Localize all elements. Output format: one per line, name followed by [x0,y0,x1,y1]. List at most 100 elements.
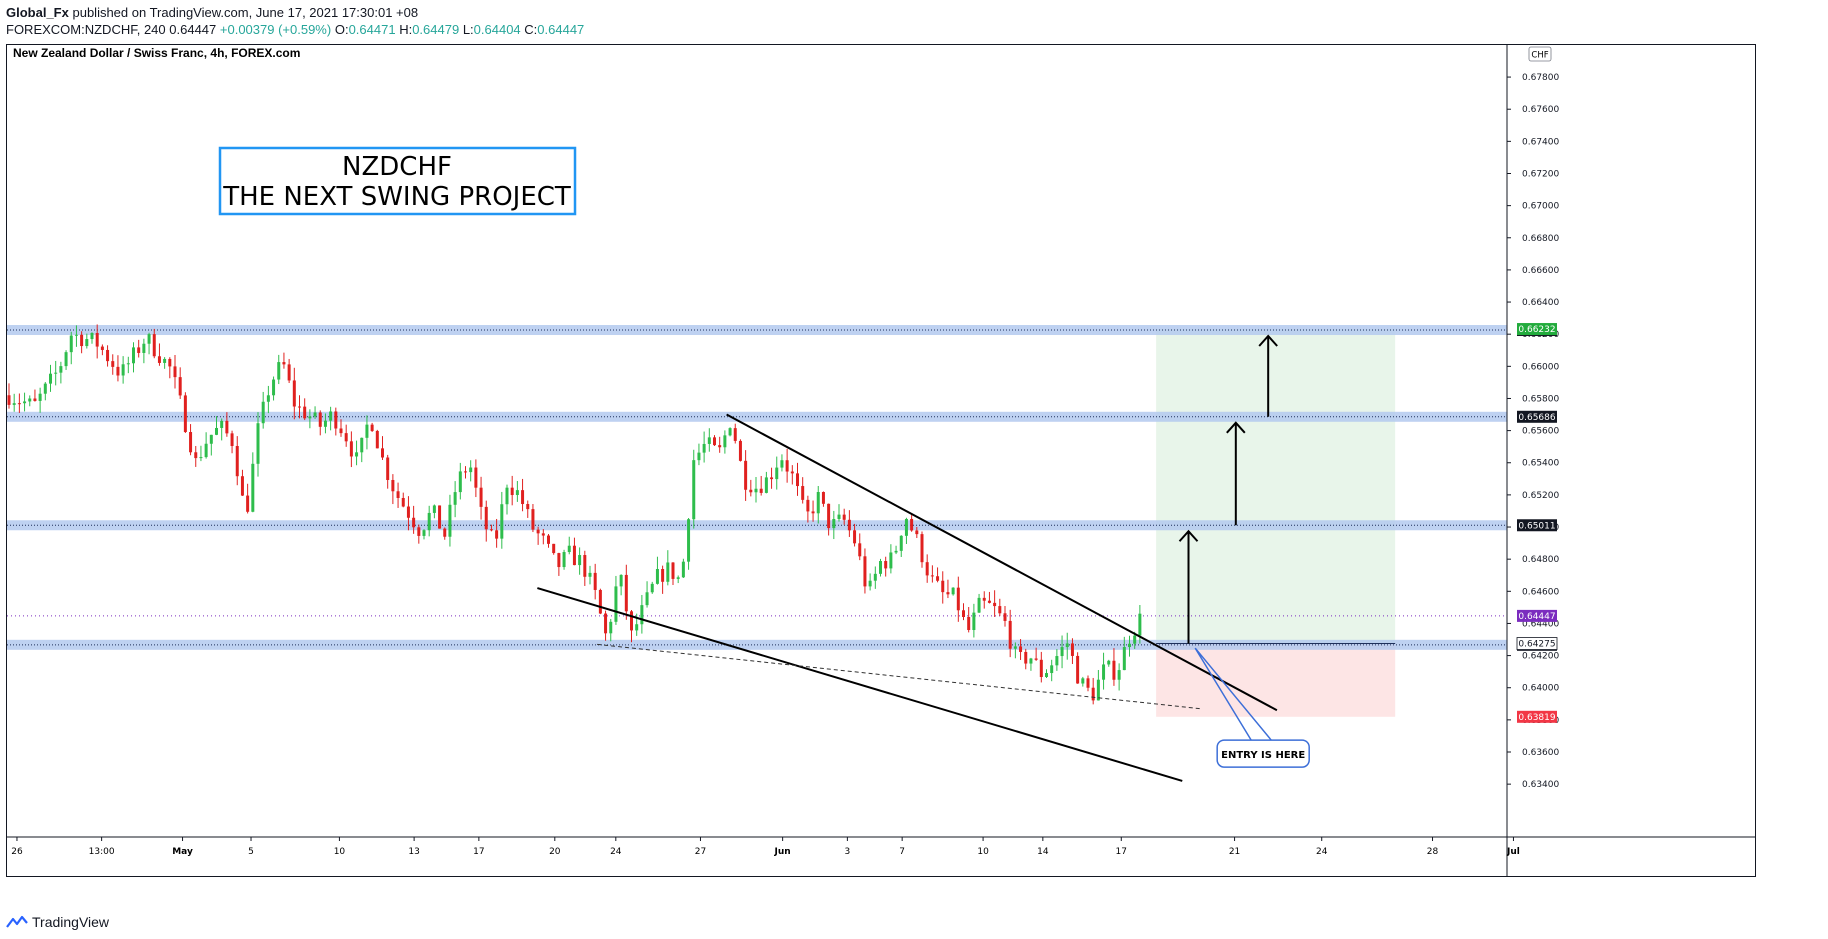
candle-body [1065,643,1069,648]
candle-body [178,377,182,396]
candle-body [432,505,436,513]
candle-body [692,460,696,520]
candle-body [49,373,52,384]
candle-body [412,517,416,528]
candle-body [194,452,198,459]
entry-callout: ENTRY IS HERE [1194,647,1310,768]
candle-body [609,621,613,634]
candle-body [453,492,457,505]
candle-body [832,519,836,529]
x-tick-label: Jun [774,847,791,857]
candle-body [401,497,405,507]
stop-zone [1156,643,1396,717]
candle-body [479,487,483,507]
candle-body [422,530,426,536]
candle-body [318,412,322,427]
candle-body [713,437,716,446]
y-tick-label: 0.67800 [1522,73,1559,83]
price-label-tag [1517,710,1557,723]
candle-body [697,452,701,461]
candle-body [521,490,525,505]
candle-body [7,395,11,405]
candle-body [74,334,78,336]
candle-body [69,335,73,353]
candle-body [941,580,945,593]
price-label-tag [1517,609,1557,622]
x-tick-label: 27 [695,847,706,857]
y-tick-label: 0.63600 [1522,748,1559,758]
candle-body [619,574,623,587]
author-name[interactable]: Global_Fx [6,5,69,20]
chart-title: New Zealand Dollar / Swiss Franc, 4h, FO… [13,46,300,60]
x-tick-label: 17 [473,847,484,857]
price-label-text: 0.65011 [1518,521,1555,531]
candle-body [1096,679,1100,701]
y-tick-label: 0.64200 [1522,652,1559,662]
y-tick-label: 0.63400 [1522,780,1559,790]
candle-body [770,477,774,480]
candle-body [661,568,665,582]
candle-body [287,364,291,381]
candle-body [1055,656,1059,666]
candle-body [925,562,929,576]
candle-body [43,383,47,394]
candle-body [894,550,898,553]
candle-body [334,411,338,429]
low-value: 0.64404 [473,22,521,37]
candle-body [790,471,794,474]
candle-body [370,424,374,431]
chart-frame[interactable]: NZDCHF THE NEXT SWING PROJECT ENTRY IS HER… [6,44,1756,877]
brand-name[interactable]: TradingView [32,914,110,930]
candle-body [406,506,410,518]
price-label-text: 0.63819 [1518,713,1555,723]
price-label-tag [1517,410,1557,423]
candle-body [666,562,670,582]
candle-body [853,530,857,544]
candle-body [344,433,348,442]
candle-body [80,334,84,347]
tradingview-logo-icon[interactable] [6,915,28,929]
x-tick-label: 26 [11,847,23,857]
x-tick-label: 10 [334,847,346,857]
candle-body [458,471,462,493]
candle-body [303,406,307,419]
candle-body [1091,687,1095,701]
candle-body [329,411,333,421]
candle-body [552,543,556,554]
candle-body [489,529,493,531]
x-tick-label: 13:00 [89,847,115,857]
candle-body [469,467,473,473]
candle-body [806,499,810,512]
candle-body [873,573,877,581]
price-label-tag [1517,519,1557,532]
candle-body [1076,655,1080,684]
candle-body [1024,651,1028,664]
y-tick-label: 0.64000 [1522,684,1559,694]
candle-body [381,448,384,458]
x-tick-label: 7 [899,847,905,857]
candle-body [199,457,203,459]
candle-body [754,488,758,493]
y-tick-label: 0.66400 [1522,298,1559,308]
candle-body [899,535,903,551]
x-tick-label: 20 [549,847,561,857]
candle-body [1081,678,1085,684]
candle-body [365,424,369,438]
candle-body [526,504,530,510]
candle-body [982,597,986,601]
candle-body [879,561,882,574]
candle-body [614,586,618,622]
y-tick-label: 0.64400 [1522,619,1559,629]
candle-body [749,489,753,493]
x-tick-label: 28 [1427,847,1439,857]
candle-body [1070,643,1074,656]
candle-body [998,606,1002,614]
candle-body [567,545,571,553]
candle-body [323,420,327,427]
price-label-text: 0.64447 [1518,612,1555,622]
candle-body [12,403,16,405]
candle-body [230,433,234,446]
price-axis-labels: 0.662260.656860.650110.642670.662320.644… [1516,323,1558,723]
